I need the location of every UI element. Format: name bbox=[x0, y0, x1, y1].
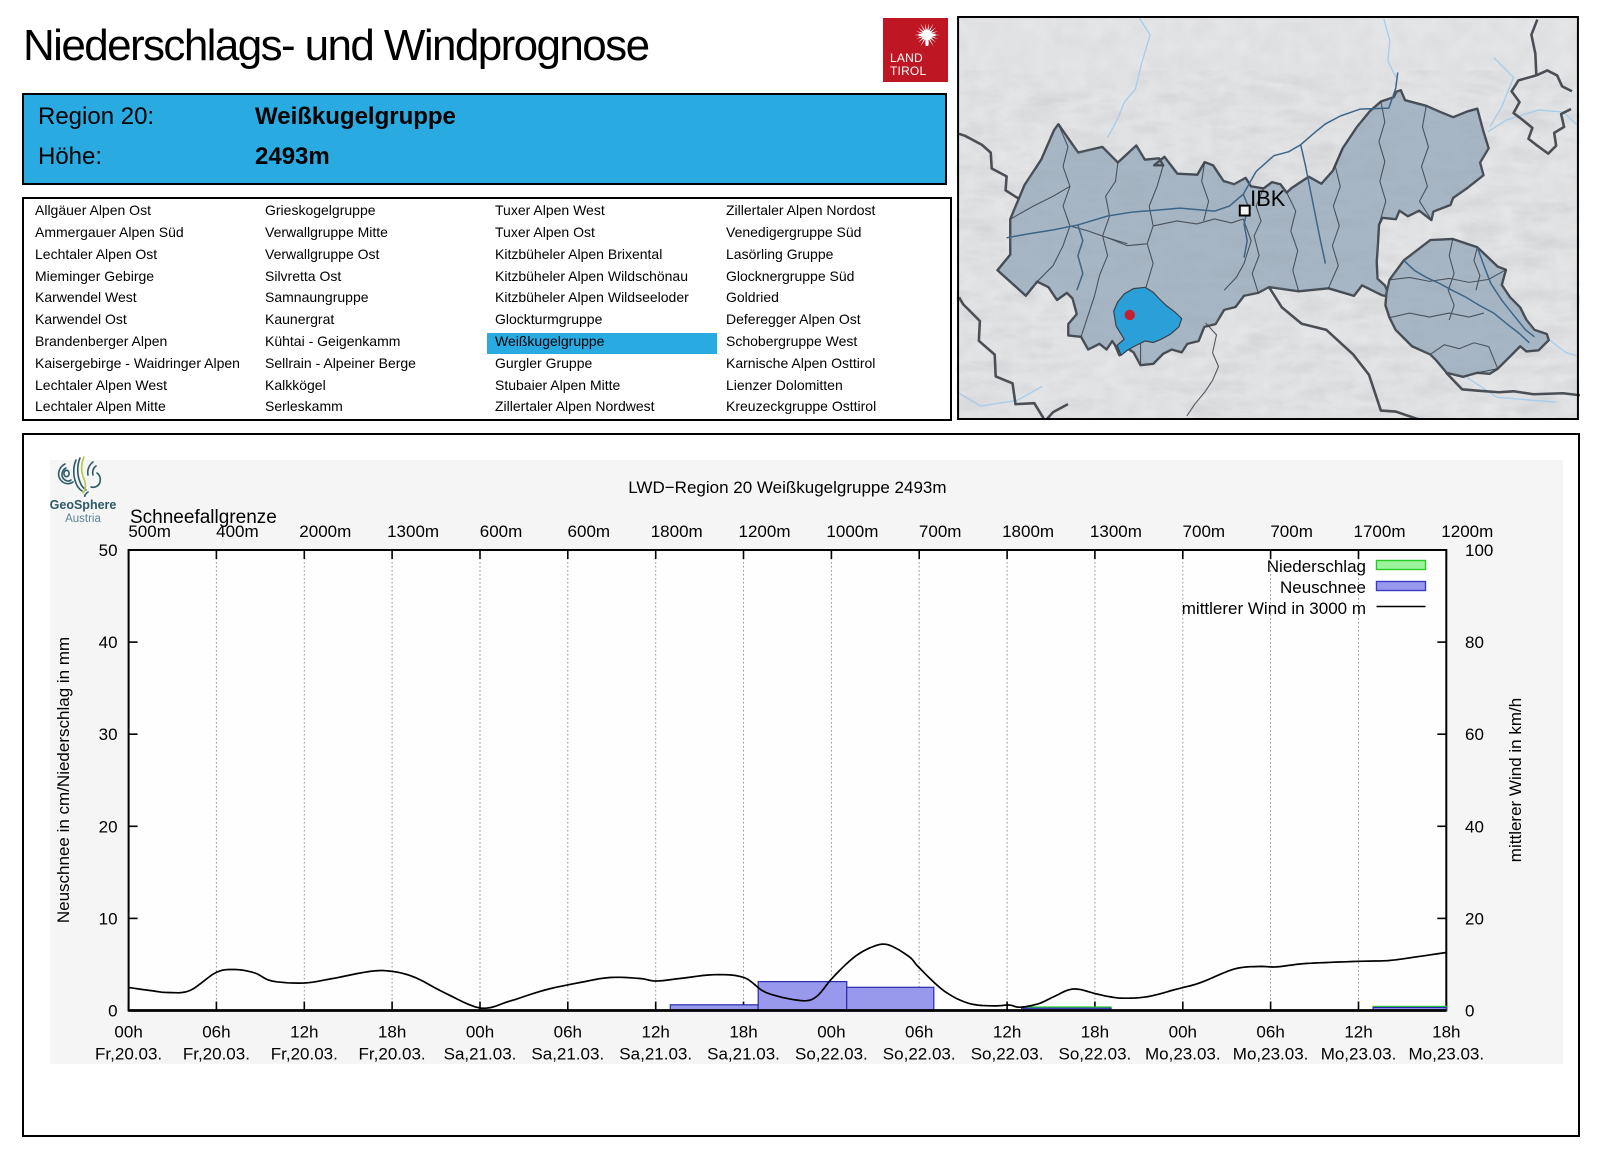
svg-text:600m: 600m bbox=[480, 522, 523, 541]
svg-text:00h: 00h bbox=[466, 1023, 494, 1042]
svg-text:600m: 600m bbox=[568, 522, 611, 541]
svg-text:1800m: 1800m bbox=[651, 522, 703, 541]
svg-text:Mo,23.03.: Mo,23.03. bbox=[1145, 1045, 1221, 1064]
svg-text:20: 20 bbox=[1465, 909, 1484, 928]
svg-text:Fr,20.03.: Fr,20.03. bbox=[95, 1045, 162, 1064]
svg-text:40: 40 bbox=[99, 633, 118, 652]
svg-text:Sa,21.03.: Sa,21.03. bbox=[531, 1045, 604, 1064]
svg-text:0: 0 bbox=[1465, 1002, 1474, 1021]
svg-text:18h: 18h bbox=[729, 1023, 757, 1042]
svg-text:1000m: 1000m bbox=[826, 522, 878, 541]
svg-text:1800m: 1800m bbox=[1002, 522, 1054, 541]
svg-text:Mo,23.03.: Mo,23.03. bbox=[1321, 1045, 1397, 1064]
svg-text:Neuschnee in cm/Niederschlag i: Neuschnee in cm/Niederschlag in mm bbox=[54, 637, 73, 923]
svg-text:So,22.03.: So,22.03. bbox=[1059, 1045, 1132, 1064]
svg-text:06h: 06h bbox=[202, 1023, 230, 1042]
svg-text:1300m: 1300m bbox=[387, 522, 439, 541]
svg-text:12h: 12h bbox=[290, 1023, 318, 1042]
svg-text:700m: 700m bbox=[1270, 522, 1313, 541]
svg-text:1300m: 1300m bbox=[1090, 522, 1142, 541]
svg-text:Mo,23.03.: Mo,23.03. bbox=[1233, 1045, 1309, 1064]
svg-text:Niederschlag: Niederschlag bbox=[1267, 557, 1366, 576]
svg-text:06h: 06h bbox=[554, 1023, 582, 1042]
svg-text:Schneefallgrenze: Schneefallgrenze bbox=[130, 507, 277, 528]
svg-text:mittlerer Wind in 3000 m: mittlerer Wind in 3000 m bbox=[1182, 599, 1366, 618]
svg-text:18h: 18h bbox=[1432, 1023, 1460, 1042]
svg-text:18h: 18h bbox=[1081, 1023, 1109, 1042]
svg-text:mittlerer Wind in km/h: mittlerer Wind in km/h bbox=[1506, 698, 1525, 862]
svg-text:Austria: Austria bbox=[65, 513, 101, 525]
svg-text:So,22.03.: So,22.03. bbox=[883, 1045, 956, 1064]
svg-text:00h: 00h bbox=[1169, 1023, 1197, 1042]
svg-text:700m: 700m bbox=[1183, 522, 1226, 541]
svg-text:Sa,21.03.: Sa,21.03. bbox=[619, 1045, 692, 1064]
svg-text:Fr,20.03.: Fr,20.03. bbox=[271, 1045, 338, 1064]
svg-text:Sa,21.03.: Sa,21.03. bbox=[707, 1045, 780, 1064]
svg-text:Fr,20.03.: Fr,20.03. bbox=[359, 1045, 426, 1064]
svg-text:50: 50 bbox=[99, 541, 118, 560]
svg-text:18h: 18h bbox=[378, 1023, 406, 1042]
svg-text:Sa,21.03.: Sa,21.03. bbox=[444, 1045, 517, 1064]
svg-text:1200m: 1200m bbox=[739, 522, 791, 541]
svg-text:700m: 700m bbox=[919, 522, 962, 541]
svg-text:06h: 06h bbox=[1256, 1023, 1284, 1042]
svg-text:GeoSphere: GeoSphere bbox=[50, 498, 117, 512]
svg-text:40: 40 bbox=[1465, 817, 1484, 836]
svg-text:Mo,23.03.: Mo,23.03. bbox=[1408, 1045, 1484, 1064]
svg-text:2000m: 2000m bbox=[299, 522, 351, 541]
svg-text:80: 80 bbox=[1465, 633, 1484, 652]
svg-text:100: 100 bbox=[1465, 541, 1493, 560]
svg-text:60: 60 bbox=[1465, 725, 1484, 744]
svg-text:So,22.03.: So,22.03. bbox=[795, 1045, 868, 1064]
svg-text:00h: 00h bbox=[817, 1023, 845, 1042]
svg-text:1200m: 1200m bbox=[1441, 522, 1493, 541]
svg-text:1700m: 1700m bbox=[1354, 522, 1406, 541]
svg-text:IBK: IBK bbox=[1250, 186, 1286, 211]
svg-text:12h: 12h bbox=[993, 1023, 1021, 1042]
svg-text:20: 20 bbox=[99, 817, 118, 836]
svg-text:06h: 06h bbox=[905, 1023, 933, 1042]
svg-text:LWD−Region 20 Weißkugelgruppe: LWD−Region 20 Weißkugelgruppe 2493m bbox=[628, 478, 946, 497]
svg-text:12h: 12h bbox=[642, 1023, 670, 1042]
svg-text:400m: 400m bbox=[216, 522, 259, 541]
svg-text:30: 30 bbox=[99, 725, 118, 744]
svg-text:10: 10 bbox=[99, 909, 118, 928]
svg-text:00h: 00h bbox=[114, 1023, 142, 1042]
svg-text:Fr,20.03.: Fr,20.03. bbox=[183, 1045, 250, 1064]
svg-text:So,22.03.: So,22.03. bbox=[971, 1045, 1044, 1064]
svg-text:12h: 12h bbox=[1344, 1023, 1372, 1042]
svg-text:500m: 500m bbox=[128, 522, 171, 541]
svg-text:Neuschnee: Neuschnee bbox=[1280, 578, 1366, 597]
svg-text:0: 0 bbox=[108, 1002, 117, 1021]
